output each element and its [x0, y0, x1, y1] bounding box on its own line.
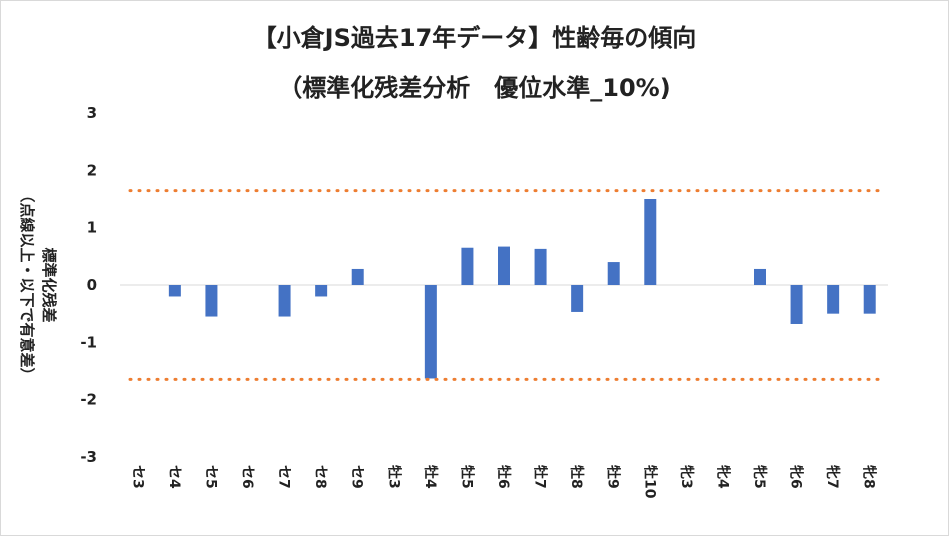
x-tick-label-牝4: 牝4 [714, 465, 731, 489]
x-tick-label-セ3: セ3 [129, 465, 145, 489]
bar-セ8 [315, 285, 328, 297]
x-tick-label-牝6: 牝6 [788, 465, 805, 489]
bar-セ4 [168, 285, 181, 297]
x-tick-label-牡7: 牡7 [532, 465, 549, 489]
bar-セ7 [278, 285, 291, 317]
x-tick-label-牡8: 牡8 [568, 465, 585, 489]
x-tick-label-牡9: 牡9 [605, 465, 622, 489]
bar-牡10 [644, 199, 657, 285]
bar-牡7 [534, 248, 547, 285]
bar-牡8 [571, 285, 584, 312]
y-tick-label: 0 [87, 276, 97, 294]
y-tick-label: 2 [87, 161, 97, 179]
bar-牡9 [607, 262, 620, 285]
x-tick-label-牡3: 牡3 [385, 465, 402, 489]
bar-セ9 [351, 268, 364, 285]
bar-セ5 [205, 285, 218, 317]
y-tick-label: -3 [80, 448, 97, 466]
y-tick-label: 3 [87, 104, 97, 122]
bar-牝8 [863, 285, 876, 314]
x-tick-label-牝8: 牝8 [861, 465, 878, 489]
x-tick-label-牡5: 牡5 [458, 465, 475, 489]
x-tick-label-セ7: セ7 [276, 465, 292, 489]
y-tick-label: -2 [80, 391, 97, 409]
x-tick-label-牝5: 牝5 [751, 465, 768, 489]
chart-title: 【小倉JS過去17年データ】性齢毎の傾向 [252, 24, 697, 52]
x-tick-label-牡6: 牡6 [495, 465, 512, 489]
x-tick-label-牡4: 牡4 [422, 465, 439, 489]
bar-牝6 [790, 285, 803, 324]
bar-牝7 [827, 285, 840, 314]
y-tick-label: -1 [80, 333, 97, 351]
x-tick-label-牝7: 牝7 [824, 465, 841, 489]
x-tick-label-セ5: セ5 [202, 465, 218, 489]
y-tick-label: 1 [87, 219, 97, 237]
bar-牡4 [424, 285, 437, 379]
bar-牡5 [461, 247, 474, 285]
bar-牝5 [754, 268, 766, 285]
x-tick-label-セ8: セ8 [312, 465, 328, 489]
x-tick-label-牝3: 牝3 [678, 465, 695, 489]
bar-牡6 [498, 246, 510, 285]
x-tick-label-セ4: セ4 [166, 465, 182, 489]
x-tick-label-セ6: セ6 [239, 465, 255, 489]
chart-subtitle: （標準化残差分析 優位水準_10%) [278, 74, 671, 102]
x-tick-label-牡10: 牡10 [641, 465, 658, 499]
x-tick-label-セ9: セ9 [349, 465, 365, 489]
